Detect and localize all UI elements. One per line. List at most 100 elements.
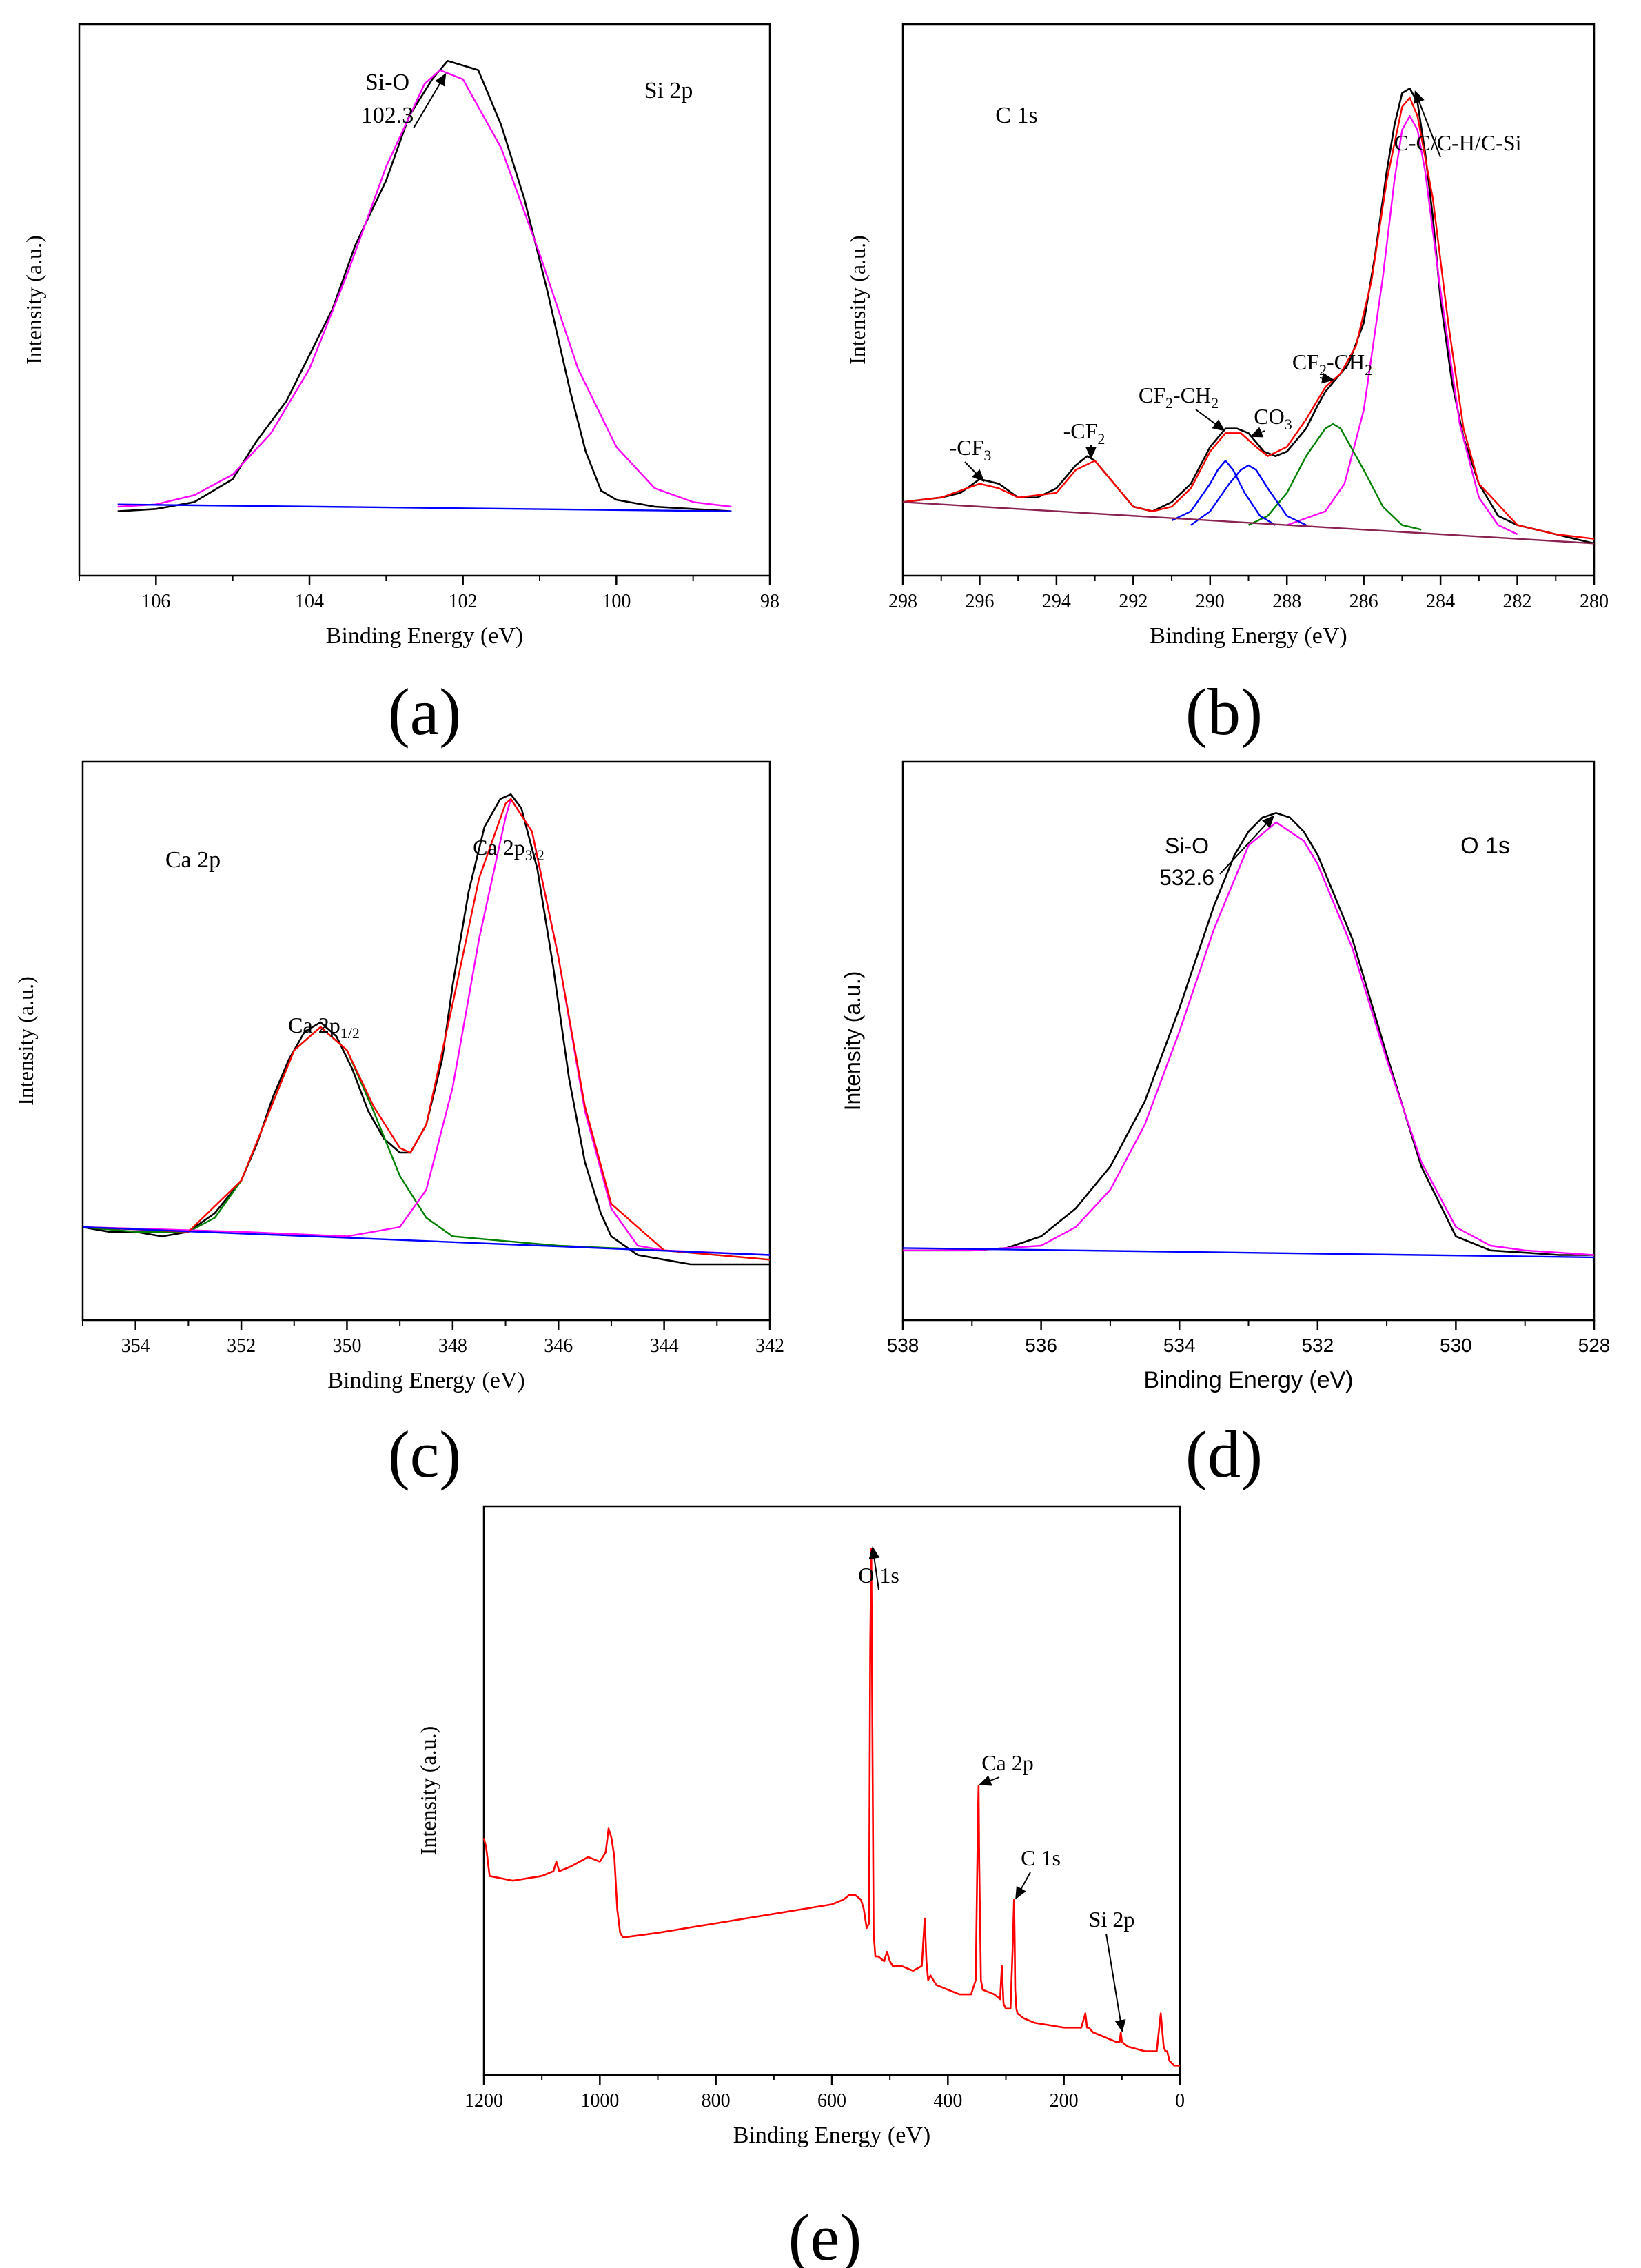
- peak-label-cf3: -CF3: [950, 435, 992, 464]
- x-tick-label: 528: [1578, 1335, 1611, 1356]
- x-tick-label: 98: [760, 591, 779, 612]
- peak-label: Si-O: [1165, 833, 1209, 858]
- x-tick-label: 342: [755, 1335, 784, 1357]
- peak-arrow-c1s: [1015, 1872, 1031, 1900]
- peak-label-ca2p: Ca 2p: [981, 1750, 1034, 1775]
- peak-label-cf2-ch2-b: CF2-CH2: [1292, 350, 1372, 378]
- panel-label: (b): [1185, 675, 1263, 749]
- x-tick-label: 102: [449, 591, 478, 612]
- x-tick-label: 290: [1196, 591, 1225, 612]
- series-line-envelope: [82, 798, 771, 1261]
- panel-label: (e): [788, 2200, 862, 2268]
- series-line-background: [82, 1226, 771, 1256]
- x-tick-label: 296: [965, 591, 994, 612]
- region-label: Si 2p: [644, 78, 693, 103]
- peak-arrow-ca2p: [979, 1775, 1000, 1786]
- x-tick-label: 536: [1025, 1335, 1057, 1356]
- panel-label: (c): [388, 1417, 462, 1491]
- region-label: Ca 2p: [165, 847, 221, 873]
- series-line-fit: [903, 821, 1595, 1256]
- series-line-fit: [117, 69, 732, 508]
- panel-b: 298 296 294 292 290 288 286 284 282 280 Binding En…: [845, 23, 1609, 749]
- x-tick-label: 350: [332, 1335, 361, 1357]
- peak-label-cf2: -CF2: [1063, 418, 1105, 447]
- x-tick-label: 284: [1426, 591, 1455, 612]
- panel-d: 538 536 534 532 530 528 Binding Energy (eV) Int…: [840, 760, 1611, 1491]
- series-line-background: [117, 503, 732, 512]
- x-tick-label: 400: [933, 2090, 962, 2112]
- peak-arrow: [1219, 815, 1274, 875]
- x-tick-label: 346: [544, 1335, 573, 1357]
- x-tick-label: 532: [1301, 1335, 1334, 1356]
- x-tick-label: 106: [141, 591, 170, 612]
- series-line-co3: [1190, 464, 1307, 526]
- peak-label-ca-2p12: Ca 2p1/2: [288, 1013, 360, 1042]
- x-axis-label: Binding Energy (eV): [326, 623, 523, 649]
- series-line-cf2-ch2-286-8-: [1247, 423, 1422, 531]
- x-tick-label: 1000: [580, 2090, 619, 2112]
- peak-value-label: 532.6: [1159, 865, 1214, 890]
- peak-label-ca-2p32: Ca 2p3/2: [473, 835, 544, 864]
- series-line-measured: [117, 60, 732, 512]
- series-line-ca-2p1-2: [82, 1026, 771, 1261]
- peak-arrow-cf3: [964, 461, 985, 483]
- peak-label-c1s: C 1s: [1021, 1845, 1061, 1870]
- panels-root: 106 104 102 100 98 Binding Energy (eV) Intensi…: [13, 23, 1611, 2268]
- peak-arrow-cc: [1414, 90, 1441, 158]
- peak-label: Si-O: [365, 70, 409, 95]
- series-line-c-c-c-h-c-si: [1286, 115, 1518, 536]
- x-tick-label: 600: [817, 2090, 846, 2112]
- x-tick-label: 352: [227, 1335, 256, 1357]
- plot-frame: [482, 1505, 1181, 2076]
- x-tick-label: 348: [438, 1335, 467, 1357]
- region-label: C 1s: [995, 103, 1037, 128]
- panel-e: 1200 1000 800 600 400 200 0 Binding Energy (eV)…: [416, 1505, 1185, 2268]
- x-tick-label: 530: [1440, 1335, 1472, 1356]
- x-tick-label: 288: [1272, 591, 1301, 612]
- x-tick-label: 292: [1119, 591, 1148, 612]
- x-tick-label: 800: [702, 2090, 731, 2112]
- peak-arrow-si2p: [1105, 1933, 1126, 2033]
- x-tick-label: 1200: [465, 2090, 503, 2112]
- series-line-cf2-ch2-289-6-: [1171, 460, 1276, 526]
- plot-frame: [78, 23, 771, 577]
- x-tick-label: 344: [650, 1335, 679, 1357]
- peak-label-cf2-ch2-a: CF2-CH2: [1139, 383, 1219, 412]
- panel-c: 354 352 350 348 346 344 342 Binding Energy (eV)…: [13, 760, 784, 1491]
- x-tick-label: 200: [1050, 2090, 1079, 2112]
- x-tick-label: 294: [1042, 591, 1071, 612]
- x-axis-label: Binding Energy (eV): [1143, 1367, 1353, 1393]
- y-axis-label: Intensity (a.u.): [840, 971, 865, 1111]
- peak-label-cc: C-C/C-H/C-Si: [1394, 130, 1522, 155]
- peak-arrow: [413, 72, 447, 129]
- peak-arrow-o1s: [868, 1546, 880, 1590]
- panel-label: (a): [388, 675, 462, 749]
- x-axis-label: Binding Energy (eV): [1150, 623, 1347, 649]
- panel-label: (d): [1185, 1417, 1263, 1491]
- series-line-background: [902, 501, 1595, 545]
- y-axis-label: Intensity (a.u.): [845, 235, 870, 365]
- peak-label-co3: CO3: [1254, 404, 1292, 433]
- peak-label-o1s: O 1s: [858, 1563, 899, 1588]
- x-tick-label: 104: [295, 591, 324, 612]
- peak-arrow-cf2-ch2-a: [1195, 409, 1225, 432]
- peak-arrow-cf2-ch2-b: [1319, 372, 1335, 384]
- x-axis-label: Binding Energy (eV): [327, 1368, 524, 1393]
- peak-value-label: 102.3: [361, 103, 414, 128]
- series-line-survey: [482, 1548, 1180, 2067]
- x-tick-label: 282: [1503, 591, 1532, 612]
- x-tick-label: 280: [1580, 591, 1609, 612]
- series-line-envelope: [902, 97, 1595, 540]
- series-line-measured: [903, 812, 1594, 1256]
- x-tick-label: 534: [1163, 1335, 1196, 1356]
- series-line-measured: [902, 88, 1595, 545]
- peak-arrow-co3: [1250, 427, 1265, 438]
- x-tick-label: 354: [121, 1335, 150, 1357]
- x-tick-label: 286: [1349, 591, 1378, 612]
- y-axis-label: Intensity (a.u.): [416, 1726, 440, 1856]
- x-tick-label: 0: [1175, 2090, 1185, 2112]
- plot-frame: [81, 760, 771, 1322]
- x-axis-label: Binding Energy (eV): [733, 2123, 930, 2148]
- series-line-background: [902, 1247, 1595, 1259]
